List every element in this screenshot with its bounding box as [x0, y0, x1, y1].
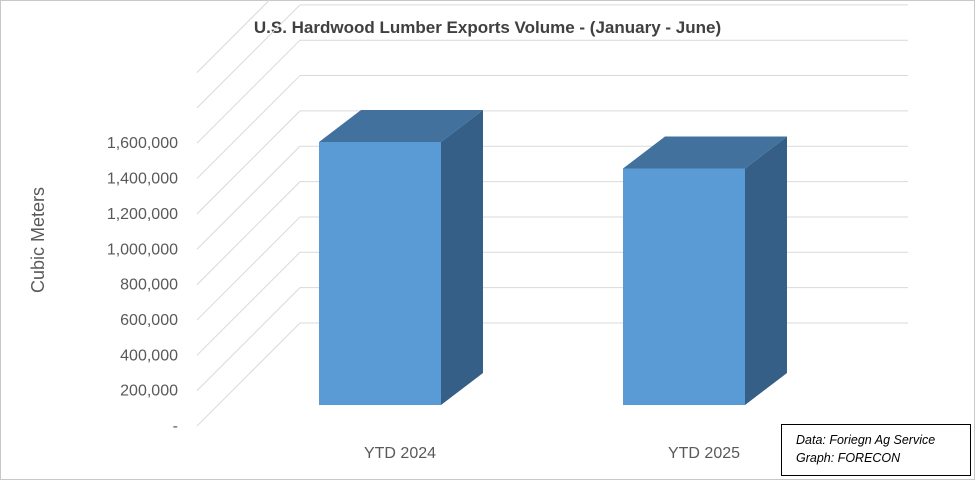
y-tick-label: -: [173, 418, 178, 435]
bar-top: [623, 136, 787, 169]
gridline-floor: [196, 181, 301, 285]
source-note: Data: Foriegn Ag Service Graph: FORECON: [781, 424, 971, 476]
y-tick-label: 1,000,000: [107, 241, 178, 258]
x-category-label: YTD 2025: [668, 445, 740, 462]
gridline-floor: [196, 145, 301, 250]
y-tick-label: 600,000: [120, 312, 178, 329]
bar-top: [319, 110, 483, 142]
bar-side: [441, 110, 483, 405]
y-tick-label: 1,600,000: [107, 135, 178, 152]
bar-front: [623, 168, 745, 405]
x-category-label: YTD 2024: [364, 445, 436, 462]
bars: [319, 110, 787, 406]
y-tick-label: 1,200,000: [107, 206, 178, 223]
bar-0: [319, 110, 483, 405]
y-tick-label: 400,000: [120, 347, 178, 364]
gridline-floor: [196, 75, 301, 179]
y-tick-label: 800,000: [120, 277, 178, 294]
y-axis-ticks: - 200,000 400,000 600,000 800,000 1,000,000 1,…: [107, 135, 178, 435]
gridlines: [196, 0, 908, 427]
gridline-floor: [196, 287, 301, 392]
gridline-floor: [196, 322, 301, 427]
gridline-floor: [196, 110, 301, 215]
bar-front: [319, 142, 441, 405]
gridline-floor: [196, 251, 301, 356]
source-graph-line: Graph: FORECON: [796, 451, 901, 465]
gridline-floor: [196, 0, 271, 73]
gridline-floor: [196, 216, 301, 321]
y-axis-label: Cubic Meters: [28, 187, 48, 293]
x-axis-categories: YTD 2024 YTD 2025: [364, 445, 740, 462]
bar-side: [745, 136, 787, 406]
gridline-floor: [196, 39, 301, 144]
y-tick-label: 200,000: [120, 383, 178, 400]
bar-1: [623, 136, 787, 406]
chart-title: U.S. Hardwood Lumber Exports Volume - (J…: [253, 18, 722, 37]
source-data-line: Data: Foriegn Ag Service: [796, 433, 936, 447]
y-tick-label: 1,400,000: [107, 171, 178, 188]
gridline-floor: [196, 4, 301, 109]
